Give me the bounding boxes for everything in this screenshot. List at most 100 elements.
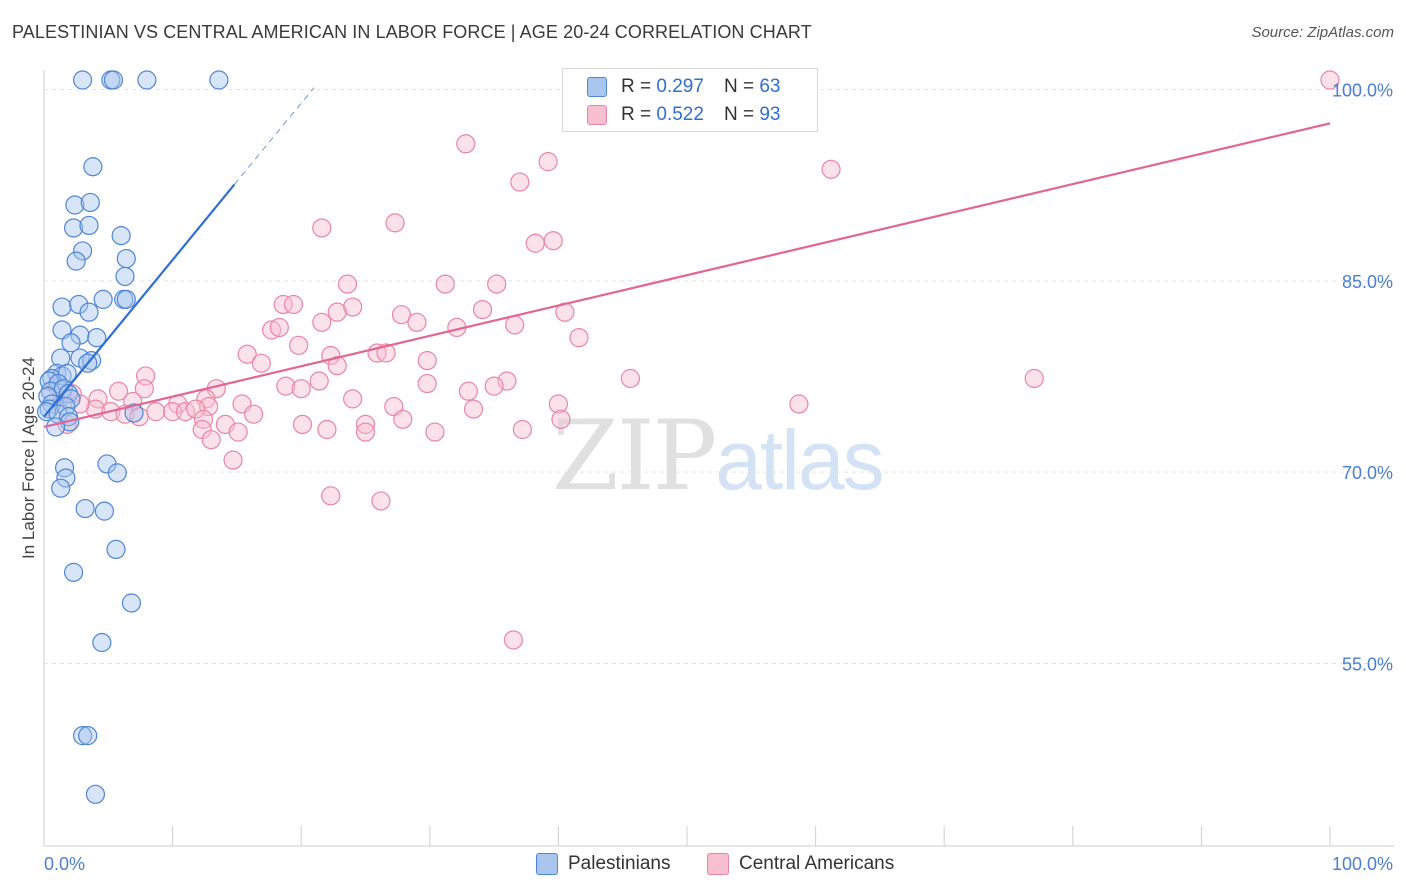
central-americans-legend-swatch — [707, 853, 729, 875]
palestinians-legend-label: Palestinians — [568, 853, 671, 874]
legend-row-palestinians: R = 0.297 N = 63 — [587, 74, 780, 100]
central-americans-point — [472, 300, 493, 320]
palestinians-point — [63, 562, 84, 582]
central-americans-point — [1320, 70, 1340, 90]
central-americans-point — [237, 344, 257, 364]
central-americans-point — [458, 381, 478, 401]
central-americans-point — [484, 376, 504, 396]
palestinians-point — [121, 593, 142, 613]
watermark-atlas: atlas — [715, 413, 884, 507]
central-americans-point — [312, 312, 332, 332]
central-americans-point — [343, 297, 363, 317]
palestinians-point — [209, 70, 229, 90]
central-americans-point — [417, 373, 437, 394]
palestinians-point — [56, 468, 76, 488]
x-tick-label-max: 100.0% — [1332, 854, 1393, 874]
watermark-zip: ZIP — [552, 400, 717, 512]
central-americans-point — [407, 312, 427, 332]
palestinians-r-value: 0.297 — [656, 76, 704, 97]
palestinians-point — [52, 297, 72, 317]
central-americans-point — [417, 351, 437, 371]
palestinians-point — [45, 417, 66, 437]
palestinians-point — [107, 463, 127, 483]
chart-title: PALESTINIAN VS CENTRAL AMERICAN IN LABOR… — [12, 22, 812, 42]
palestinians-point — [83, 157, 103, 177]
palestinians-point — [48, 373, 68, 394]
central-americans-point — [393, 409, 413, 429]
trend-layer — [43, 87, 1331, 429]
correlation-legend: R = 0.297 N = 63 R = 0.522 N = 93 — [562, 68, 818, 132]
legend-row-central-americans: R = 0.522 N = 93 — [587, 102, 780, 128]
y-tick-label: 70.0% — [1342, 463, 1393, 483]
legend-r-label: R = — [621, 104, 652, 125]
central-americans-point — [129, 407, 149, 427]
central-americans-point — [196, 389, 216, 409]
grid-layer — [44, 89, 1394, 664]
central-americans-point — [134, 379, 154, 399]
central-americans-r-value: 0.522 — [656, 104, 704, 125]
legend-n-label: N = — [723, 104, 755, 125]
central-americans-point — [569, 328, 589, 348]
palestinians-point — [115, 266, 135, 287]
label-layer: 55.0% 70.0% 85.0% 100.0% 0.0% 100.0% In Labor … — [19, 81, 1393, 875]
central-americans-point — [821, 159, 841, 179]
central-americans-n-value: 93 — [759, 104, 781, 125]
central-americans-points — [47, 70, 1340, 650]
central-americans-point — [551, 409, 571, 429]
central-americans-point — [337, 274, 358, 294]
axis-layer — [43, 70, 1394, 847]
palestinians-point — [51, 478, 71, 498]
palestinians-point — [116, 248, 136, 269]
bottom-legend-central-americans: Central Americans — [707, 852, 894, 876]
palestinians-point — [72, 70, 93, 90]
central-americans-point — [497, 371, 517, 391]
palestinians-point — [80, 192, 100, 213]
palestinians-trendline — [43, 183, 236, 418]
central-americans-legend-label: Central Americans — [739, 853, 895, 874]
palestinians-point — [92, 632, 112, 653]
central-americans-point — [146, 402, 166, 422]
central-americans-point — [525, 233, 545, 253]
central-americans-point — [186, 399, 206, 419]
central-americans-point — [463, 399, 484, 419]
palestinians-trendline-extension — [233, 87, 315, 185]
central-americans-point — [321, 486, 341, 506]
central-americans-point — [262, 320, 282, 340]
y-tick-label: 100.0% — [1332, 81, 1393, 101]
central-americans-point — [343, 389, 363, 409]
central-americans-point — [425, 422, 445, 442]
palestinians-point — [75, 498, 95, 519]
central-americans-point — [355, 422, 376, 442]
central-americans-point — [548, 394, 569, 414]
watermark: ZIPatlas — [552, 400, 885, 512]
central-americans-point — [538, 152, 558, 172]
palestinians-swatch — [587, 77, 607, 97]
palestinians-point — [78, 726, 98, 746]
palestinians-point — [124, 403, 144, 423]
central-americans-point — [543, 231, 563, 251]
central-americans-point — [276, 376, 296, 396]
legend-n-label: N = — [723, 76, 755, 97]
palestinians-point — [137, 70, 157, 90]
central-americans-point — [456, 134, 476, 154]
central-americans-point — [269, 317, 289, 338]
central-americans-point — [512, 419, 532, 440]
central-americans-point — [376, 343, 396, 363]
palestinians-point — [85, 784, 106, 804]
palestinians-point — [66, 251, 86, 271]
central-americans-point — [312, 218, 332, 238]
palestinians-point — [103, 70, 124, 90]
central-americans-point — [789, 394, 809, 414]
palestinians-point — [93, 289, 113, 309]
central-americans-point — [283, 294, 304, 315]
central-americans-point — [371, 491, 391, 511]
palestinians-point — [116, 289, 136, 309]
central-americans-point — [1024, 368, 1044, 389]
central-americans-trendline — [43, 122, 1331, 429]
central-americans-point — [355, 414, 376, 434]
central-americans-point — [291, 379, 311, 399]
y-axis-title: In Labor Force | Age 20-24 — [19, 357, 38, 559]
central-americans-point — [391, 305, 412, 325]
central-americans-point — [193, 409, 214, 429]
palestinians-point — [63, 218, 84, 238]
